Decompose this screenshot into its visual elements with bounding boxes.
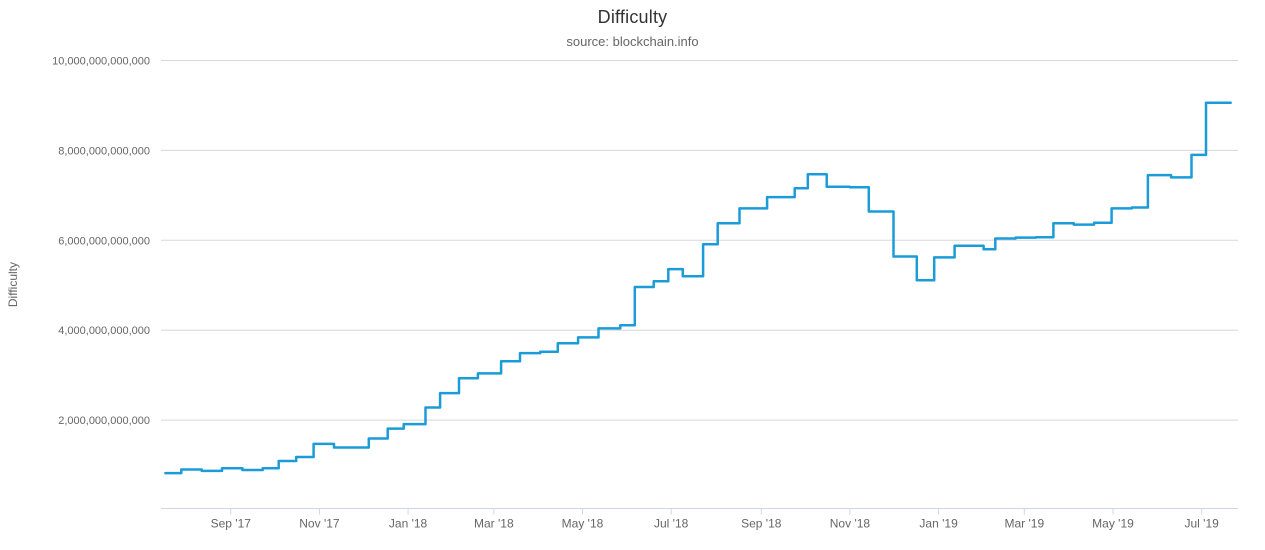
chart-title: Difficulty (597, 7, 668, 27)
y-axis-label: 10,000,000,000,000 (52, 56, 150, 68)
y-axis-label: 2,000,000,000,000 (58, 415, 150, 427)
y-axis-label: 6,000,000,000,000 (58, 235, 150, 247)
x-axis-label: Nov '17 (299, 517, 340, 531)
y-axis-label: 4,000,000,000,000 (58, 325, 150, 337)
x-axis-label: Mar '18 (474, 517, 514, 531)
difficulty-series-line[interactable] (164, 101, 1232, 475)
x-axis-label: Jan '18 (389, 517, 428, 531)
x-axis-label: Jul '19 (1185, 517, 1220, 531)
x-axis-label: Mar '19 (1005, 517, 1045, 531)
y-axis-label: 8,000,000,000,000 (58, 145, 150, 157)
x-axis-label: May '19 (1092, 517, 1134, 531)
chart-subtitle: source: blockchain.info (566, 34, 699, 49)
x-axis-label: Sep '18 (741, 517, 782, 531)
x-axis-label: Jul '18 (654, 517, 689, 531)
x-axis-label: Sep '17 (211, 517, 252, 531)
x-axis-label: May '18 (562, 517, 604, 531)
x-axis-label: Jan '19 (919, 517, 958, 531)
x-axis-label: Nov '18 (830, 517, 871, 531)
